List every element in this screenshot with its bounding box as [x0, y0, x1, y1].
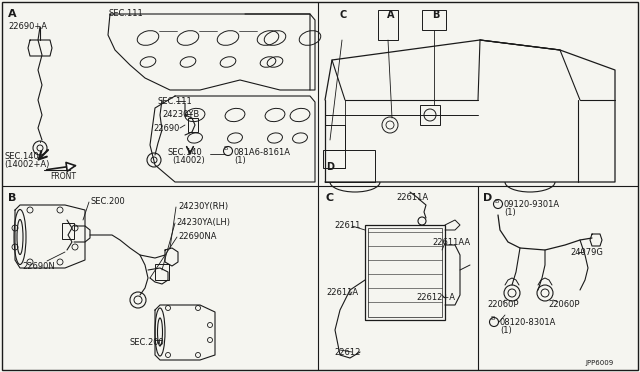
Text: (14002): (14002): [172, 156, 205, 165]
Text: SEC.140: SEC.140: [168, 148, 203, 157]
Text: 08120-8301A: 08120-8301A: [500, 318, 556, 327]
Text: SEC.111: SEC.111: [157, 97, 192, 106]
Text: 22690NA: 22690NA: [178, 232, 216, 241]
Text: 22611: 22611: [334, 221, 360, 230]
Text: 22611A: 22611A: [396, 193, 428, 202]
Text: C: C: [326, 193, 334, 203]
Bar: [155, 264, 169, 280]
Bar: [378, 10, 398, 40]
Text: JPP6009: JPP6009: [585, 360, 613, 366]
Text: D: D: [483, 193, 492, 203]
Text: 22611A: 22611A: [326, 288, 358, 297]
Text: B: B: [495, 199, 499, 203]
Text: 24230YA(LH): 24230YA(LH): [176, 218, 230, 227]
Text: A: A: [387, 10, 394, 20]
Text: B: B: [491, 317, 495, 321]
Bar: [422, 10, 446, 30]
Text: B: B: [8, 193, 17, 203]
Bar: [368, 228, 442, 317]
Text: 22612+A: 22612+A: [416, 293, 455, 302]
Text: B: B: [432, 10, 440, 20]
Text: 24079G: 24079G: [570, 248, 603, 257]
Text: 22611AA: 22611AA: [432, 238, 470, 247]
Text: A: A: [8, 9, 17, 19]
Text: (1): (1): [500, 326, 512, 335]
Text: 22690+A: 22690+A: [8, 22, 47, 31]
Text: 24230YB: 24230YB: [162, 110, 199, 119]
Text: 22690: 22690: [153, 124, 179, 133]
Text: 22690N: 22690N: [22, 262, 55, 271]
Text: D: D: [326, 162, 334, 172]
Text: (1): (1): [234, 156, 246, 165]
Text: (1): (1): [504, 208, 516, 217]
Bar: [188, 118, 198, 132]
Text: C: C: [340, 10, 348, 20]
Text: 24230Y(RH): 24230Y(RH): [178, 202, 228, 211]
Text: 22060P: 22060P: [487, 300, 518, 309]
Text: B: B: [224, 145, 228, 151]
Text: 22060P: 22060P: [548, 300, 579, 309]
Bar: [323, 150, 345, 168]
Text: SEC.111: SEC.111: [108, 9, 143, 18]
Text: (14002+A): (14002+A): [4, 160, 49, 169]
Bar: [420, 105, 440, 125]
Bar: [325, 150, 375, 182]
Text: 22612: 22612: [334, 348, 360, 357]
Text: FRONT: FRONT: [50, 172, 76, 181]
Text: SEC.200: SEC.200: [130, 338, 164, 347]
Text: SEC.140: SEC.140: [4, 152, 39, 161]
Text: 081A6-8161A: 081A6-8161A: [234, 148, 291, 157]
Text: SEC.200: SEC.200: [90, 197, 125, 206]
Text: 09120-9301A: 09120-9301A: [504, 200, 560, 209]
Bar: [365, 225, 445, 320]
Bar: [62, 223, 74, 239]
